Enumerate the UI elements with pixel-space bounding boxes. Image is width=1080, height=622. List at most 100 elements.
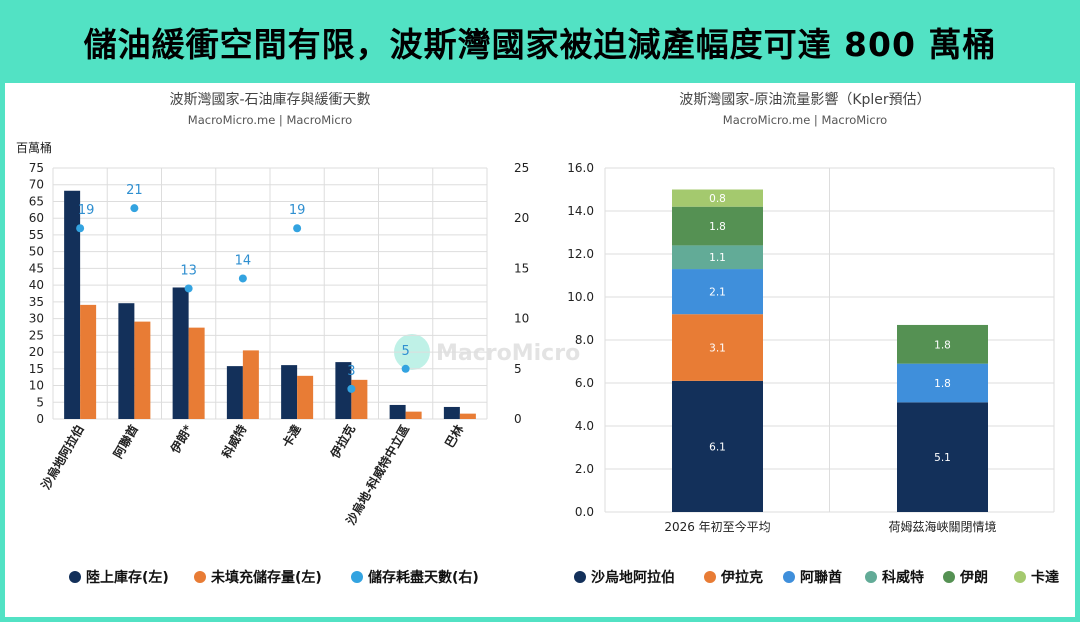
data-label: 0.8 <box>709 193 726 205</box>
bar-onshore-inventory <box>118 303 135 419</box>
y-tick-label: 75 <box>29 161 44 175</box>
y-tick-label: 2.0 <box>575 462 594 476</box>
legend-item: 伊朗 <box>959 569 988 586</box>
bar-unfilled-storage <box>134 321 151 419</box>
point-days-to-full <box>401 364 410 373</box>
bar-onshore-inventory <box>172 287 189 419</box>
stacked-segment <box>672 314 763 381</box>
y2-tick-label: 25 <box>514 161 529 175</box>
y-tick-label: 12.0 <box>567 247 594 261</box>
chart-title: 波斯灣國家-石油庫存與緩衝天數 <box>169 91 370 108</box>
chart-subtitle: MacroMicro.me | MacroMicro <box>188 113 352 127</box>
legend-item: 未填充儲存量(左) <box>211 569 322 586</box>
bar-onshore-inventory <box>389 404 406 419</box>
point-days-to-full <box>293 224 302 233</box>
y-tick-label: 35 <box>29 295 44 309</box>
data-label: 1.8 <box>934 378 951 390</box>
point-days-to-full <box>184 284 193 293</box>
legend-item: 沙烏地阿拉伯 <box>591 569 675 586</box>
legend-item: 科威特 <box>882 569 924 586</box>
legend-item: 卡達 <box>1031 569 1059 586</box>
y-tick-label: 30 <box>29 312 44 326</box>
x-tick-label: 阿聯酋 <box>110 422 141 461</box>
y-tick-label: 25 <box>29 328 44 342</box>
data-label: 2.1 <box>709 287 726 299</box>
y-tick-label: 40 <box>29 278 44 292</box>
bar-unfilled-storage <box>188 327 205 419</box>
stacked-segment <box>672 269 763 315</box>
data-label: 19 <box>78 203 95 218</box>
y-tick-label: 8.0 <box>575 333 594 347</box>
legend-marker <box>943 571 955 583</box>
y-tick-label: 5 <box>36 395 44 409</box>
y-tick-label: 60 <box>29 211 44 225</box>
y2-tick-label: 10 <box>514 312 529 326</box>
bar-onshore-inventory <box>64 190 81 419</box>
bar-unfilled-storage <box>297 375 314 419</box>
x-tick-label: 科威特 <box>218 422 249 461</box>
stacked-segment <box>672 206 763 246</box>
stacked-segment <box>672 245 763 270</box>
y-tick-label: 50 <box>29 245 44 259</box>
stacked-segment <box>672 189 763 207</box>
y-tick-label: 70 <box>29 178 44 192</box>
y2-tick-label: 5 <box>514 362 522 376</box>
y-tick-label: 16.0 <box>567 161 594 175</box>
x-tick-label: 伊拉克 <box>326 422 357 462</box>
y-tick-label: 10.0 <box>567 290 594 304</box>
x-tick-label: 荷姆茲海峽關閉情境 <box>888 519 996 534</box>
bar-unfilled-storage <box>351 379 368 419</box>
y-tick-label: 10 <box>29 379 44 393</box>
x-tick-label: 巴林 <box>441 422 466 450</box>
bar-onshore-inventory <box>335 362 352 419</box>
y-tick-label: 45 <box>29 261 44 275</box>
x-tick-label: 2026 年初至今平均 <box>664 519 770 534</box>
data-label: 6.1 <box>709 441 726 453</box>
stacked-segment <box>897 324 988 364</box>
data-label: 1.8 <box>934 339 951 351</box>
legend-marker <box>574 571 586 583</box>
data-label: 14 <box>235 253 252 268</box>
chart-subtitle: MacroMicro.me | MacroMicro <box>723 113 887 127</box>
y-tick-label: 6.0 <box>575 376 594 390</box>
y-tick-label: 4.0 <box>575 419 594 433</box>
legend-marker <box>1014 571 1026 583</box>
bar-onshore-inventory <box>443 406 460 419</box>
bar-onshore-inventory <box>281 365 298 419</box>
y-tick-label: 55 <box>29 228 44 242</box>
legend-marker <box>704 571 716 583</box>
x-tick-label: 沙烏地阿拉伯 <box>38 422 87 492</box>
legend-marker <box>351 571 363 583</box>
headline: 儲油緩衝空間有限，波斯灣國家被迫減產幅度可達 800 萬桶 <box>83 24 997 64</box>
watermark: MacroMicro <box>436 341 580 366</box>
point-days-to-full <box>130 204 139 213</box>
data-label: 3.1 <box>709 343 726 355</box>
data-label: 3 <box>347 364 355 379</box>
y-axis-label: 百萬桶 <box>16 140 52 155</box>
data-label: 19 <box>289 203 306 218</box>
data-label: 1.1 <box>709 252 726 264</box>
legend-marker <box>194 571 206 583</box>
legend-item: 儲存耗盡天數(右) <box>367 569 479 586</box>
y-tick-label: 65 <box>29 194 44 208</box>
legend-item: 伊拉克 <box>720 569 763 586</box>
legend-item: 阿聯酋 <box>800 569 842 586</box>
data-label: 1.8 <box>709 221 726 233</box>
y-tick-label: 20 <box>29 345 44 359</box>
point-days-to-full <box>76 224 85 233</box>
y-tick-label: 14.0 <box>567 204 594 218</box>
y2-tick-label: 0 <box>514 412 522 426</box>
y-tick-label: 0.0 <box>575 505 594 519</box>
data-label: 5.1 <box>934 452 951 464</box>
legend-marker <box>865 571 877 583</box>
x-tick-label: 伊朗* <box>167 421 196 456</box>
bar-unfilled-storage <box>242 350 259 419</box>
stacked-segment <box>897 363 988 403</box>
point-days-to-full <box>347 384 356 393</box>
data-label: 13 <box>180 263 197 278</box>
stacked-segment <box>672 380 763 512</box>
y-tick-label: 15 <box>29 362 44 376</box>
chart-title: 波斯灣國家-原油流量影響（Kpler預估） <box>679 91 930 108</box>
data-label: 5 <box>401 344 409 359</box>
